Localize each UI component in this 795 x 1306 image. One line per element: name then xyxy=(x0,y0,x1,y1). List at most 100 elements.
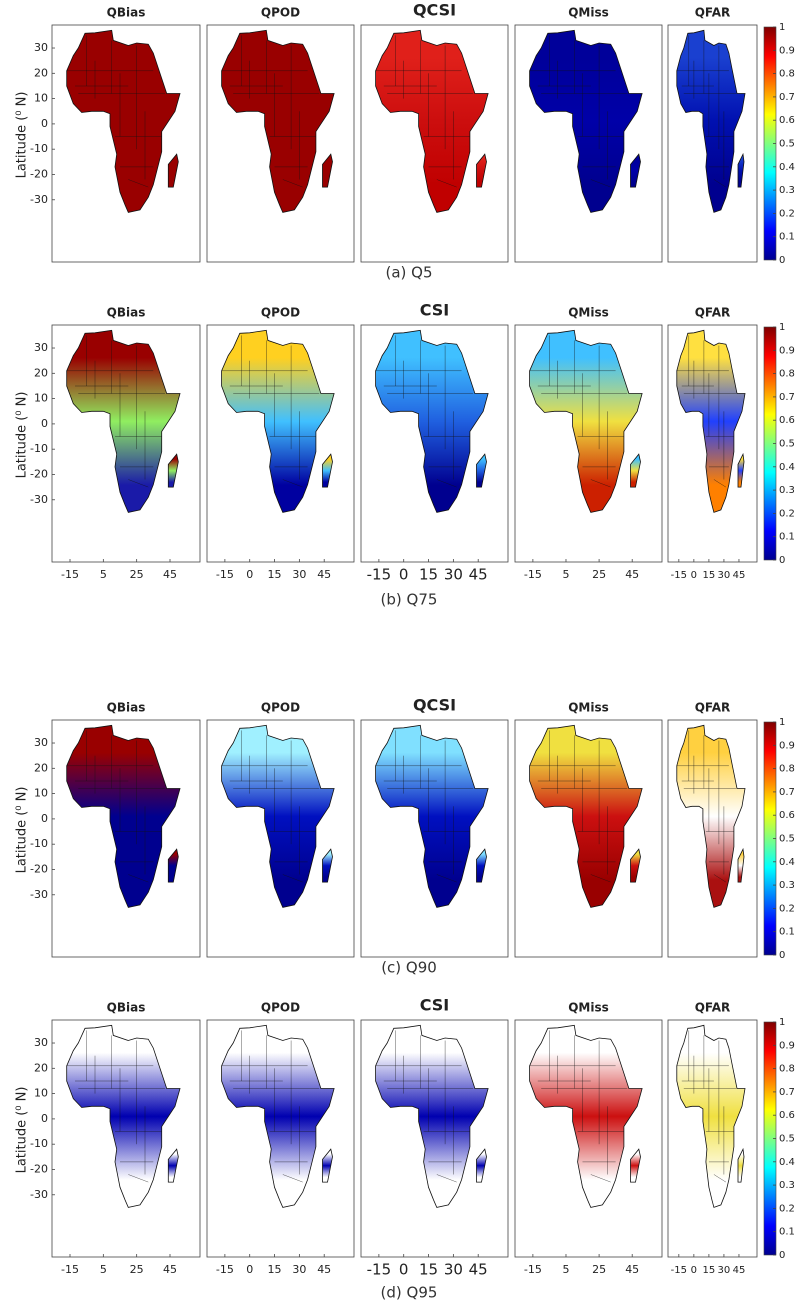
panel-title: QFAR xyxy=(695,306,731,320)
country-border xyxy=(282,179,303,188)
africa-field xyxy=(375,29,489,213)
africa-field xyxy=(676,1024,746,1208)
x-tick-label: -15 xyxy=(61,568,79,581)
country-border xyxy=(436,874,457,883)
y-axis-label: Latitude (⁰ N) xyxy=(15,92,30,179)
x-tick-label: 0 xyxy=(399,566,409,584)
colorbar-tick-label: 0.5 xyxy=(779,834,795,845)
panel-title: QFAR xyxy=(695,701,731,715)
africa-field xyxy=(66,1024,181,1208)
map-frame xyxy=(360,719,509,958)
country-border xyxy=(436,179,457,188)
map-frame xyxy=(206,1019,355,1258)
x-tick-label: 5 xyxy=(100,1263,107,1276)
x-tick-label: 0 xyxy=(691,570,697,581)
map-frame xyxy=(360,324,509,563)
africa-field xyxy=(529,29,643,213)
x-tick-label: 45 xyxy=(733,570,746,581)
madagascar-field xyxy=(630,453,641,488)
y-tick-label: -30 xyxy=(30,193,48,206)
colorbar-tick-label: 0.4 xyxy=(779,162,795,173)
x-tick-label: 45 xyxy=(163,568,177,581)
madagascar-field xyxy=(630,1148,641,1183)
y-tick-label: 20 xyxy=(34,366,48,379)
caption: (c) Q90 xyxy=(381,959,437,977)
madagascar-field xyxy=(476,153,487,188)
x-tick-label: 45 xyxy=(625,1263,639,1276)
africa-field xyxy=(529,1024,643,1208)
map-frame xyxy=(51,324,201,563)
y-tick-label: 10 xyxy=(34,392,48,405)
y-axis-label: Latitude (⁰ N) xyxy=(15,787,30,874)
x-tick-label: 5 xyxy=(100,568,107,581)
x-tick-label: 45 xyxy=(317,568,331,581)
y-tick-label: -30 xyxy=(30,493,48,506)
x-tick-label: 30 xyxy=(444,566,463,584)
map-frame xyxy=(514,24,663,263)
y-tick-label: 10 xyxy=(34,787,48,800)
colorbar-tick-label: 0.9 xyxy=(779,45,795,56)
panel-title: QMiss xyxy=(568,1001,609,1015)
madagascar-field xyxy=(322,1148,333,1183)
x-tick-label: 30 xyxy=(444,1261,463,1279)
africa-field xyxy=(221,329,335,513)
colorbar-tick-label: 0 xyxy=(779,950,785,961)
madagascar-field xyxy=(476,453,487,488)
country-border xyxy=(282,1174,303,1183)
x-tick-label: -15 xyxy=(671,570,687,581)
x-tick-label: 30 xyxy=(292,568,306,581)
colorbar-tick-label: 0.6 xyxy=(779,810,795,821)
x-tick-label: 25 xyxy=(130,568,144,581)
y-tick-label: 10 xyxy=(34,92,48,105)
colorbar-tick-label: 0.9 xyxy=(779,740,795,751)
panel-title: QBias xyxy=(107,701,146,715)
y-tick-label: -30 xyxy=(30,888,48,901)
x-tick-label: 0 xyxy=(246,1263,253,1276)
map-frame xyxy=(51,1019,201,1258)
x-tick-label: 30 xyxy=(292,1263,306,1276)
panel-title: QCSI xyxy=(413,696,456,715)
y-tick-label: -30 xyxy=(30,1188,48,1201)
x-tick-label: 0 xyxy=(691,1265,697,1276)
madagascar-field xyxy=(322,848,333,883)
panel-title: QPOD xyxy=(261,1001,300,1015)
africa-field xyxy=(676,29,746,213)
x-tick-label: -15 xyxy=(216,1263,234,1276)
panel-title: CSI xyxy=(420,996,450,1015)
colorbar-tick-label: 0.7 xyxy=(779,92,795,103)
y-tick-label: -20 xyxy=(30,1162,48,1175)
africa-field xyxy=(529,329,643,513)
colorbar-tick-label: 0.8 xyxy=(779,69,795,80)
x-tick-label: 25 xyxy=(592,568,606,581)
colorbar-tick-label: 0.6 xyxy=(779,415,795,426)
africa-field xyxy=(66,29,181,213)
colorbar-tick-label: 0.1 xyxy=(779,927,795,938)
colorbar-tick-label: 0.1 xyxy=(779,1227,795,1238)
colorbar-tick-label: 1 xyxy=(779,717,785,728)
y-tick-label: 0 xyxy=(41,417,48,430)
x-tick-label: 25 xyxy=(592,1263,606,1276)
x-tick-label: 5 xyxy=(562,568,569,581)
x-tick-label: -15 xyxy=(367,566,392,584)
colorbar-tick-label: 0 xyxy=(779,555,785,566)
colorbar-tick-label: 0.7 xyxy=(779,1087,795,1098)
map-frame xyxy=(667,24,758,263)
colorbar-tick-label: 0.5 xyxy=(779,1134,795,1145)
africa-field xyxy=(221,724,335,908)
madagascar-field xyxy=(322,153,333,188)
colorbar-tick-label: 0 xyxy=(779,255,785,266)
country-border xyxy=(713,479,727,488)
colorbar-tick-label: 0.8 xyxy=(779,369,795,380)
colorbar-tick-label: 0.3 xyxy=(779,485,795,496)
country-border xyxy=(128,874,149,883)
madagascar-field xyxy=(737,452,745,488)
country-border xyxy=(590,479,611,488)
map-frame xyxy=(514,324,663,563)
map-frame xyxy=(206,324,355,563)
x-tick-label: 45 xyxy=(469,1261,488,1279)
y-tick-label: -20 xyxy=(30,862,48,875)
x-tick-label: 45 xyxy=(469,566,488,584)
x-tick-label: 15 xyxy=(703,570,716,581)
colorbar-tick-label: 0.3 xyxy=(779,1180,795,1191)
country-border xyxy=(713,874,727,883)
